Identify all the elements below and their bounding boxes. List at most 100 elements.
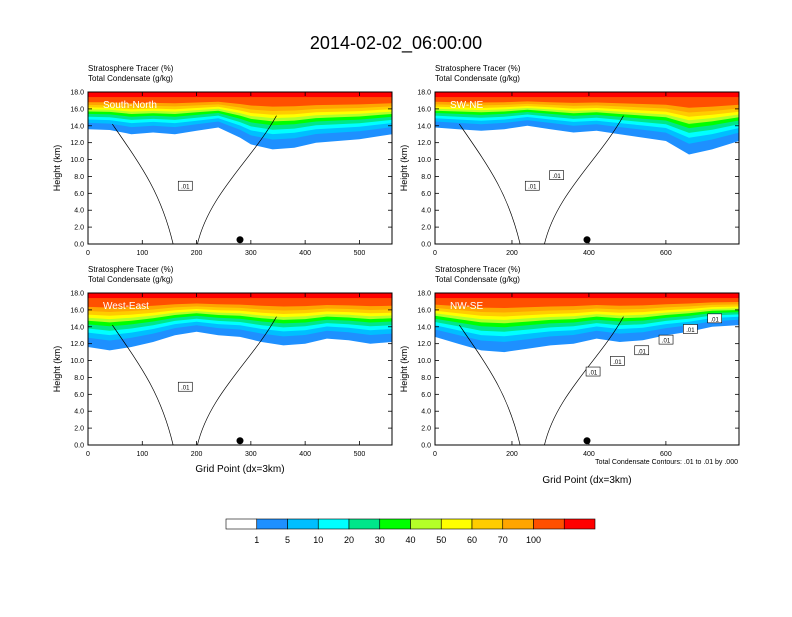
y-tick-label: 18.0 [417, 90, 431, 97]
contour-label-text: .01 [686, 328, 695, 334]
contour-label-box [524, 180, 540, 191]
plot-frame [87, 91, 393, 245]
y-tick-label: 16.0 [70, 106, 84, 113]
colorbar-swatch [225, 518, 258, 530]
y-tick-label: 0.0 [421, 242, 431, 249]
y-tick-label: 6.0 [74, 191, 84, 198]
tracer-top-cap [88, 293, 392, 299]
colorbar-level-label: 100 [526, 535, 541, 545]
colorbar-level-label: 40 [405, 535, 415, 545]
y-tick-label: 18.0 [70, 291, 84, 298]
colorbar-swatch [533, 518, 565, 530]
contour-label-box [585, 366, 601, 377]
colorbar: 1 5 10 20 30 40 50 60 70 100 [225, 518, 596, 545]
y-tick-label: 10.0 [417, 157, 431, 164]
x-tick-label: 300 [245, 451, 257, 458]
colorbar-level-label: 5 [285, 535, 290, 545]
y-tick-label: 14.0 [417, 123, 431, 130]
condensate-contour [459, 115, 624, 244]
contour-label: .01 [658, 334, 674, 345]
x-tick-label: 400 [583, 451, 595, 458]
tracer-top-cap [88, 92, 392, 98]
y-tick-label: 14.0 [70, 123, 84, 130]
x-tick-label: 600 [660, 451, 672, 458]
condensate-contour [112, 316, 277, 445]
tracer-top-cap [435, 92, 739, 98]
y-axis-label: Height (km) [399, 346, 409, 393]
location-marker [583, 236, 591, 244]
y-tick-label: 6.0 [421, 392, 431, 399]
y-tick-label: 12.0 [70, 341, 84, 348]
y-tick-label: 18.0 [417, 291, 431, 298]
colorbar-level-label: 20 [344, 535, 354, 545]
y-axis-label: Height (km) [52, 346, 62, 393]
y-tick-label: 10.0 [70, 358, 84, 365]
contour-label-box [707, 313, 722, 324]
y-axis-label: Height (km) [52, 145, 62, 192]
plot-frame [434, 292, 740, 446]
location-marker [236, 236, 244, 244]
y-tick-label: 18.0 [70, 90, 84, 97]
panel-header-line: Total Condensate (g/kg) [435, 74, 520, 83]
x-tick-label: 100 [136, 250, 148, 257]
cross-section-label: West-East [103, 301, 149, 312]
plot-area: .01 [88, 92, 392, 244]
location-marker [236, 437, 244, 445]
contour-footnote: Total Condensate Contours: .01 to .01 by… [595, 459, 738, 466]
x-tick-label: 400 [583, 250, 595, 257]
contour-label: .01 [707, 313, 722, 324]
panel-south-north: .01 South-North Stratosphere Tracer (%)Tot… [52, 64, 393, 257]
colorbar-swatch [502, 518, 534, 530]
x-tick-label: 0 [433, 451, 437, 458]
x-tick-label: 400 [299, 250, 311, 257]
y-tick-label: 2.0 [421, 225, 431, 232]
colorbar-swatch [379, 518, 411, 530]
contour-label: .01 [585, 366, 601, 377]
panel-header-line: Stratosphere Tracer (%) [435, 64, 521, 73]
plot-area: .01 [88, 293, 392, 445]
panel-west-east: .01 West-East Stratosphere Tracer (%)Total… [52, 265, 393, 475]
y-tick-label: 14.0 [417, 324, 431, 331]
panel-header-line: Stratosphere Tracer (%) [435, 265, 521, 274]
contour-label: .01 [549, 170, 564, 180]
panel-header-line: Total Condensate (g/kg) [435, 275, 520, 284]
y-tick-label: 8.0 [74, 375, 84, 382]
x-tick-label: 300 [245, 250, 257, 257]
y-tick-label: 12.0 [70, 140, 84, 147]
y-tick-label: 0.0 [421, 443, 431, 450]
contour-label-box [634, 345, 650, 356]
x-tick-label: 0 [433, 250, 437, 257]
contour-label: .01 [610, 356, 625, 366]
panel-sw-ne: .01 .01 SW-NE Stratosphere Tracer (%)Total … [399, 64, 740, 257]
tracer-top-cap [435, 293, 739, 299]
x-tick-label: 200 [191, 250, 203, 257]
y-tick-label: 4.0 [421, 208, 431, 215]
y-tick-label: 12.0 [417, 140, 431, 147]
contour-label: .01 [177, 180, 193, 191]
y-tick-label: 4.0 [74, 208, 84, 215]
colorbar-swatch [563, 518, 596, 530]
y-tick-label: 8.0 [421, 375, 431, 382]
contour-label-text: .01 [638, 349, 647, 355]
contour-label: .01 [177, 381, 193, 392]
colorbar-level-label: 50 [436, 535, 446, 545]
contour-label: .01 [683, 324, 698, 334]
y-tick-label: 8.0 [421, 174, 431, 181]
contour-label-box [177, 381, 193, 392]
contour-label-text: .01 [181, 386, 190, 392]
contour-label-box [658, 334, 674, 345]
y-tick-label: 10.0 [417, 358, 431, 365]
x-tick-label: 0 [86, 250, 90, 257]
x-tick-label: 200 [506, 451, 518, 458]
y-tick-label: 2.0 [421, 426, 431, 433]
x-axis-label: Grid Point (dx=3km) [542, 475, 631, 486]
figure-title: 2014-02-02_06:00:00 [310, 33, 482, 54]
contour-label-text: .01 [589, 371, 598, 377]
contour-label-text: .01 [662, 339, 671, 345]
plot-frame [434, 91, 740, 245]
x-tick-label: 400 [299, 451, 311, 458]
colorbar-swatch [287, 518, 319, 530]
